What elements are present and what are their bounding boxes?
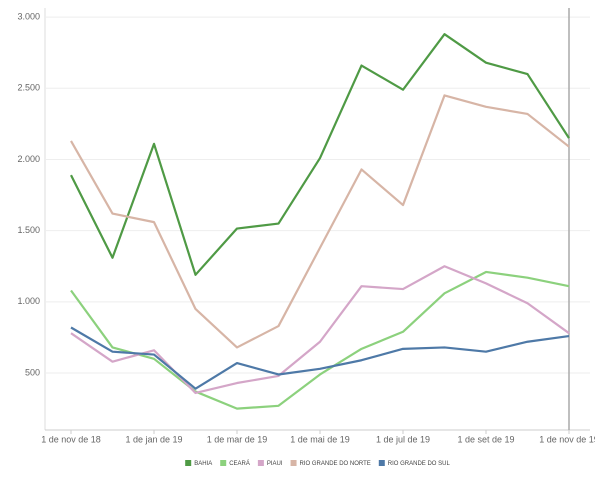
legend-label: CEARÁ xyxy=(229,460,250,467)
legend-swatch xyxy=(185,460,192,466)
x-tick-label: 1 de mar de 19 xyxy=(207,434,268,444)
series-line xyxy=(70,94,570,349)
legend-swatch xyxy=(378,460,385,466)
series-line xyxy=(70,33,570,276)
y-tick-label: 3.000 xyxy=(17,11,40,21)
legend-swatch xyxy=(257,460,264,466)
x-tick-label: 1 de jan de 19 xyxy=(125,434,182,444)
y-tick-label: 2.000 xyxy=(17,154,40,164)
y-tick-label: 500 xyxy=(25,367,40,377)
series-line xyxy=(70,270,570,410)
legend-swatch xyxy=(220,460,227,466)
x-tick-label: 1 de jul de 19 xyxy=(376,434,430,444)
legend-label: RIO GRANDE DO NORTE xyxy=(300,461,371,467)
series-line xyxy=(70,265,570,395)
x-tick-label: 1 de nov de 18 xyxy=(41,434,101,444)
legend-label: BAHIA xyxy=(194,461,212,467)
legend-swatch xyxy=(290,460,297,466)
legend: BAHIA CEARÁ PIAUI RIO GRANDE DO NORTE RIO GR… xyxy=(185,460,450,467)
y-tick-label: 1.000 xyxy=(17,296,40,306)
y-tick-label: 1.500 xyxy=(17,225,40,235)
x-tick-label: 1 de set de 19 xyxy=(457,434,514,444)
x-tick-label: 1 de nov de 19 xyxy=(539,434,595,444)
x-tick-label: 1 de mai de 19 xyxy=(290,434,350,444)
legend-label: RIO GRANDE DO SUL xyxy=(388,461,451,467)
y-tick-label: 2.500 xyxy=(17,83,40,93)
series-line xyxy=(70,326,570,390)
legend-label: PIAUI xyxy=(267,461,283,467)
